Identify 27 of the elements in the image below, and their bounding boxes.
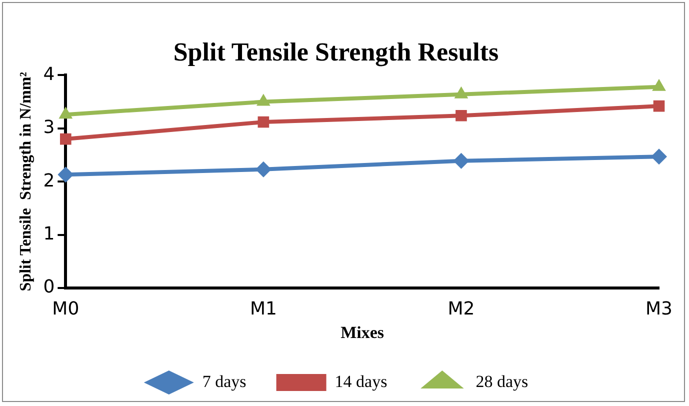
y-tick-label: 2 bbox=[43, 170, 55, 192]
y-axis-title: Split Tensile Strength in N/mm² bbox=[18, 72, 35, 292]
point bbox=[58, 106, 73, 119]
point bbox=[652, 78, 666, 91]
point bbox=[256, 94, 270, 106]
x-tick-label: M1 bbox=[250, 298, 277, 320]
x-tick-label: M3 bbox=[646, 298, 672, 320]
point bbox=[255, 161, 272, 178]
x-tick-label: M2 bbox=[448, 298, 475, 320]
point bbox=[653, 100, 665, 112]
point bbox=[60, 133, 72, 145]
y-tick-label: 3 bbox=[43, 117, 55, 138]
legend-label: 14 days bbox=[334, 372, 388, 391]
point bbox=[453, 152, 470, 169]
y-tick-label: 0 bbox=[43, 276, 55, 298]
point bbox=[58, 166, 74, 183]
x-tick-label: M0 bbox=[52, 298, 80, 320]
point bbox=[456, 110, 467, 122]
y-tick-label: 4 bbox=[43, 64, 55, 85]
legend-label: 28 days bbox=[476, 372, 528, 391]
legend-label: 7 days bbox=[202, 372, 246, 391]
y-tick-label: 1 bbox=[43, 223, 55, 244]
point bbox=[454, 86, 468, 98]
x-axis-title: Mixes bbox=[340, 323, 384, 342]
point bbox=[258, 116, 270, 128]
point bbox=[651, 148, 667, 165]
chart-title: Split Tensile Strength Results bbox=[173, 37, 499, 66]
